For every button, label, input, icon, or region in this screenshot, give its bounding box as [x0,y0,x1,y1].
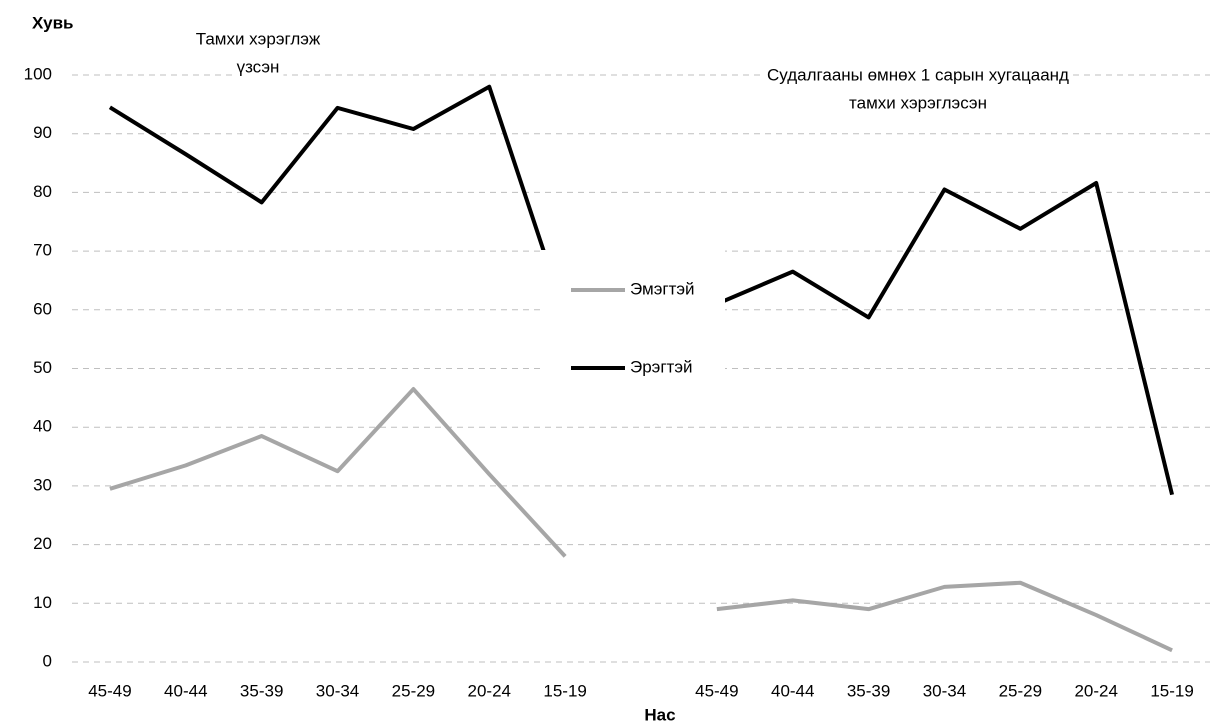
x-tick-label: 40-44 [771,681,814,700]
y-tick-label: 90 [33,123,52,142]
y-tick-label: 0 [43,651,52,670]
x-tick-label: 30-34 [316,681,359,700]
x-tick-label: 25-29 [999,681,1042,700]
x-tick-label: 45-49 [695,681,738,700]
x-tick-label: 15-19 [543,681,586,700]
x-axis-label: Нас [644,705,675,724]
y-tick-label: 60 [33,299,52,318]
y-tick-label: 10 [33,593,52,612]
x-tick-label: 25-29 [392,681,435,700]
series-line [108,84,1175,496]
x-tick-label: 20-24 [1074,681,1117,700]
y-tick-label: 50 [33,358,52,377]
annotation-bg [845,93,991,113]
x-tick-label: 30-34 [923,681,966,700]
annotation-bg [763,65,1074,85]
x-tick-label: 15-19 [1150,681,1193,700]
x-tick-label: 40-44 [164,681,207,700]
annotation: Судалгааны өмнөх 1 сарын хугацаанд [767,65,1069,84]
x-tick-label: 20-24 [468,681,511,700]
x-tick-label: 35-39 [240,681,283,700]
y-tick-label: 100 [24,64,52,83]
annotation-bg [191,29,325,49]
annotation-bg [232,57,284,77]
x-tick-label: 35-39 [847,681,890,700]
annotation: үзсэн [237,57,280,76]
legend-label: Эмэгтэй [630,279,695,298]
x-tick-label: 45-49 [88,681,131,700]
legend-label: Эрэгтэй [630,357,693,376]
y-tick-label: 30 [33,475,52,494]
annotation: Тамхи хэрэглэж [196,29,321,48]
y-tick-label: 40 [33,417,52,436]
y-tick-label: 20 [33,534,52,553]
y-axis-label: Хувь [32,13,73,32]
annotation: тамхи хэрэглэсэн [849,93,987,112]
y-tick-label: 80 [33,182,52,201]
series-line [109,387,1173,653]
y-tick-label: 70 [33,241,52,260]
